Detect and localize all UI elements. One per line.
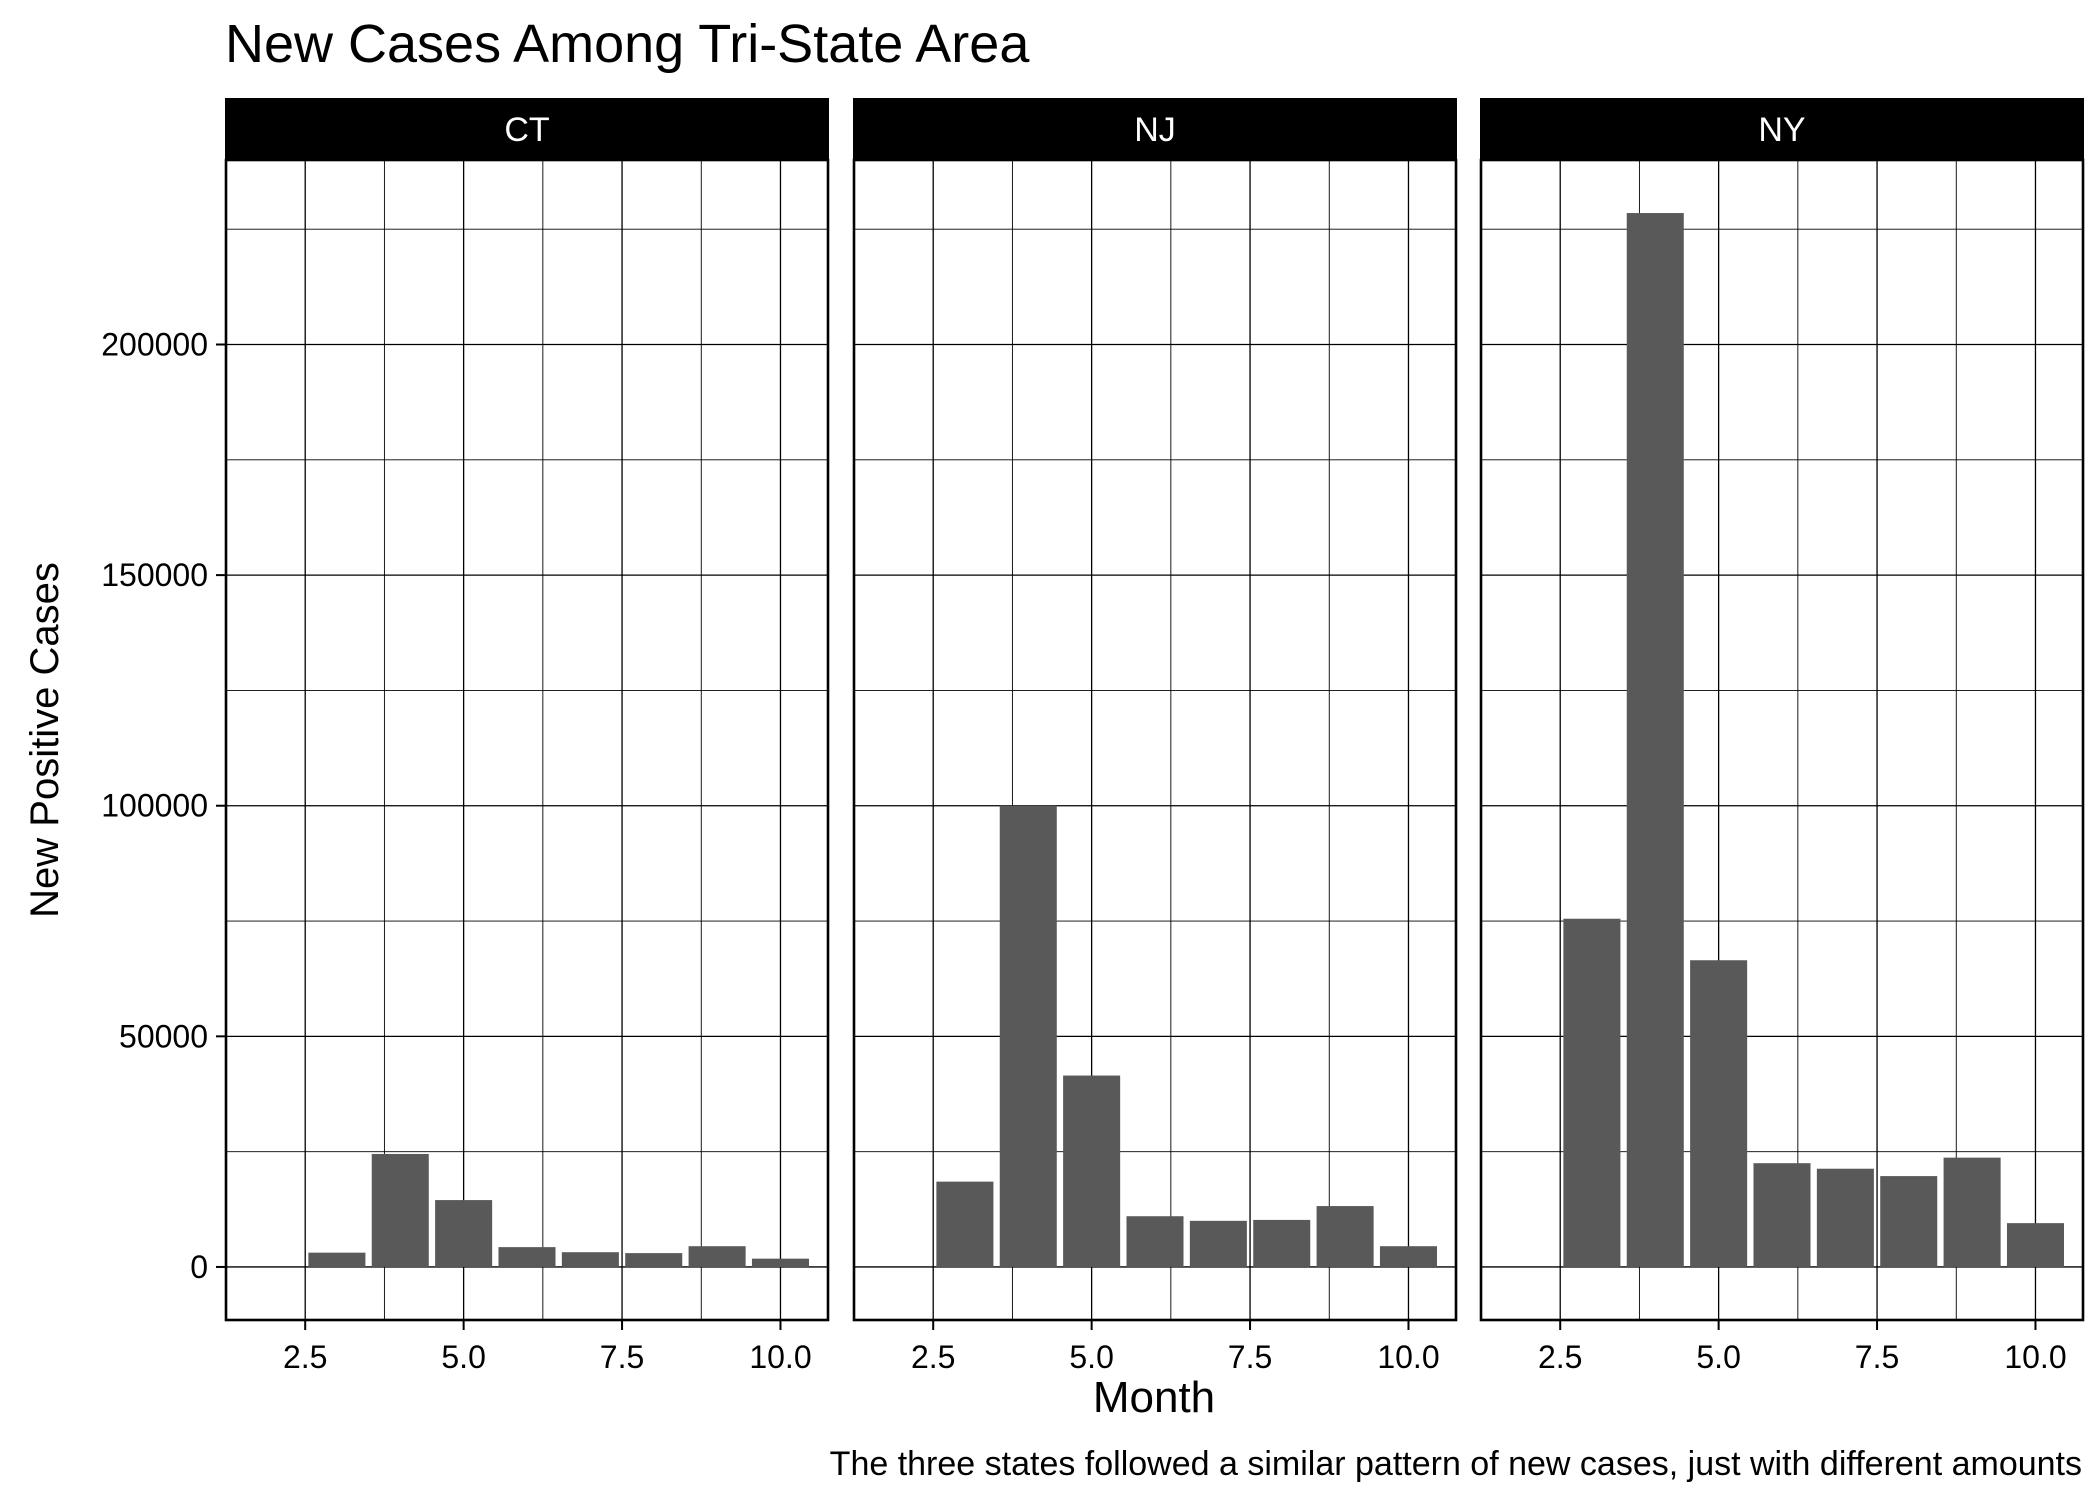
facet-strip-label: NY: [1758, 111, 1805, 149]
bar-ct-month-5: [435, 1200, 493, 1267]
bar-nj-month-5: [1063, 1075, 1121, 1267]
facet-panel-ny: NY 2.5 5.0 7.5 10.0: [1479, 98, 2085, 1375]
panel-border: [852, 158, 1458, 1322]
facet-strip: [853, 98, 1457, 160]
bar-ct-month-6: [498, 1247, 556, 1267]
x-tick-label: 2.5: [283, 1339, 327, 1375]
x-tick-label: 5.0: [441, 1339, 485, 1375]
panel-border: [224, 158, 830, 1322]
chart-title: New Cases Among Tri-State Area: [225, 14, 1030, 74]
y-axis-label: New Positive Cases: [23, 562, 67, 918]
facet-strip-label: NJ: [1134, 111, 1176, 149]
bar-nj-month-4: [999, 805, 1057, 1267]
bar-ny-month-8: [1880, 1176, 1938, 1267]
x-tick-label: 10.0: [749, 1339, 811, 1375]
bar-nj-month-10: [1379, 1246, 1437, 1267]
bar-ct-month-9: [688, 1246, 746, 1267]
x-tick-label: 5.0: [1069, 1339, 1113, 1375]
x-tick-label: 5.0: [1696, 1339, 1740, 1375]
bar-ny-month-5: [1690, 960, 1748, 1267]
facet-panel-nj: NJ 2.5 5.0 7.5 10.0: [852, 98, 1458, 1375]
y-tick-label: 200000: [101, 326, 208, 362]
facet-strip: [1480, 98, 2084, 160]
x-tick-label: 10.0: [2004, 1339, 2066, 1375]
bar-nj-month-7: [1189, 1220, 1247, 1267]
x-tick-label: 7.5: [600, 1339, 644, 1375]
facet-strip-label: CT: [504, 111, 549, 149]
bar-ny-month-6: [1753, 1163, 1811, 1267]
chart-caption: The three states followed a similar patt…: [830, 1445, 2082, 1483]
bar-nj-month-8: [1253, 1219, 1311, 1267]
bar-ct-month-10: [751, 1258, 809, 1267]
x-tick-label: 7.5: [1228, 1339, 1272, 1375]
y-tick-label: 150000: [101, 557, 208, 593]
bar-ct-month-7: [561, 1252, 619, 1267]
bar-nj-month-3: [936, 1181, 994, 1267]
x-axis-label: Month: [1093, 1373, 1215, 1422]
bar-ct-month-4: [371, 1153, 429, 1267]
bar-ct-month-3: [308, 1252, 366, 1267]
facet-panel-ct: CT 2.5 5.0 7.5 10.0 0 50000 100000 150000 200000: [101, 98, 830, 1375]
x-tick-label: 10.0: [1377, 1339, 1439, 1375]
y-tick-label: 100000: [101, 788, 208, 824]
bar-ny-month-4: [1626, 213, 1684, 1267]
x-tick-label: 7.5: [1855, 1339, 1899, 1375]
x-tick-label: 2.5: [911, 1339, 955, 1375]
bar-ny-month-3: [1563, 918, 1621, 1267]
bar-ct-month-8: [625, 1253, 683, 1267]
x-tick-label: 2.5: [1538, 1339, 1582, 1375]
bar-ny-month-10: [2006, 1223, 2064, 1267]
bar-nj-month-9: [1316, 1206, 1374, 1267]
y-tick-label: 50000: [119, 1018, 208, 1054]
panels-layer: CT 2.5 5.0 7.5 10.0 0 50000 100000 150000 200000 N…: [101, 98, 2085, 1375]
facet-strip: [225, 98, 829, 160]
bar-ny-month-7: [1816, 1168, 1874, 1267]
bar-nj-month-6: [1126, 1216, 1184, 1267]
y-tick-label: 0: [190, 1249, 208, 1285]
bar-ny-month-9: [1943, 1157, 2001, 1267]
